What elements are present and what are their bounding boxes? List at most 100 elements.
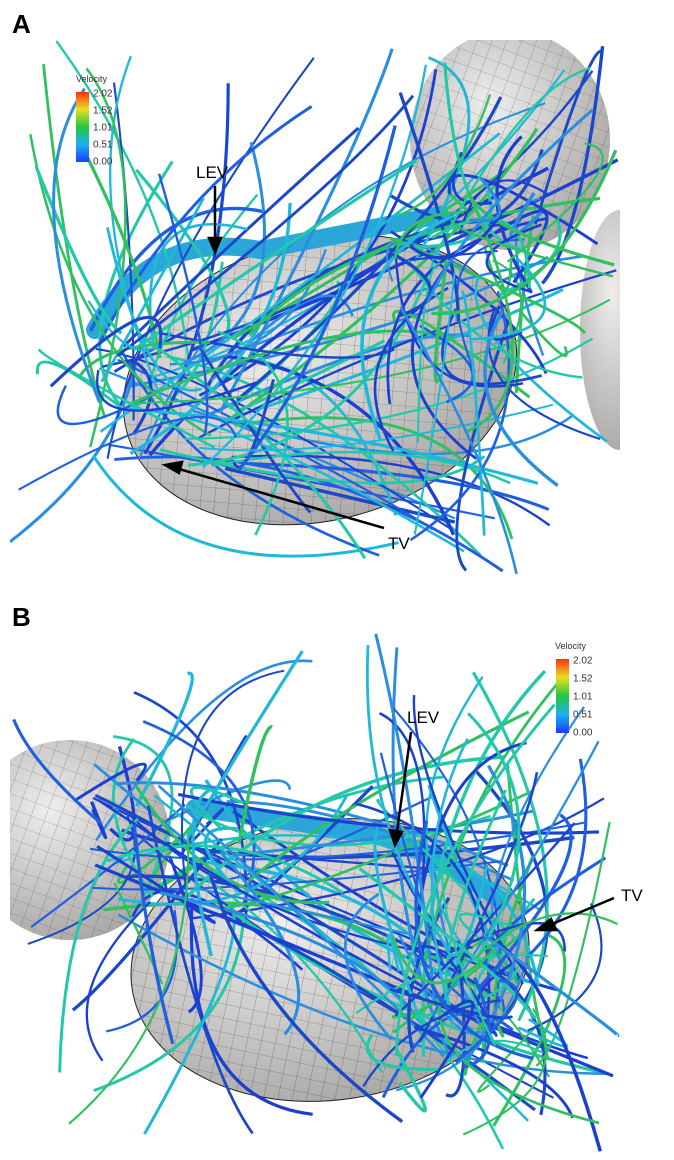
panel-a-image <box>10 40 620 585</box>
streamline <box>488 936 602 1152</box>
streamline <box>96 845 216 925</box>
streamline <box>122 126 360 348</box>
streamline <box>431 149 618 316</box>
streamline <box>12 718 103 825</box>
streamline <box>237 125 397 471</box>
streamline <box>132 824 175 1045</box>
streamline <box>224 127 539 424</box>
streamline <box>474 912 619 959</box>
streamline <box>181 669 285 903</box>
streamline <box>146 805 254 1135</box>
streamline <box>481 932 620 1038</box>
streamline <box>483 310 559 487</box>
streamline <box>490 706 585 976</box>
streamline <box>535 821 611 1067</box>
streamline <box>431 66 591 261</box>
streamline <box>471 671 549 1022</box>
streamline <box>431 217 531 289</box>
streamline <box>134 298 611 405</box>
colorbar-tick: 0.51 <box>573 710 593 721</box>
streamline <box>227 288 564 421</box>
streamline <box>56 385 156 426</box>
colorbar: Velocity 2.02 1.52 1.01 0.51 0.00 <box>555 641 593 739</box>
streamline <box>203 826 239 893</box>
streamline <box>226 800 515 882</box>
streamline <box>180 735 248 856</box>
streamline <box>117 913 607 1075</box>
streamline <box>379 752 449 973</box>
streamline <box>355 953 548 1014</box>
streamline <box>413 273 456 535</box>
streamline <box>454 938 521 987</box>
streamline <box>476 963 513 1001</box>
streamline <box>238 850 433 870</box>
streamline <box>34 165 123 335</box>
colorbar-title: Velocity <box>76 74 108 84</box>
streamline <box>177 792 600 835</box>
streamline <box>185 650 304 839</box>
streamline <box>518 309 568 358</box>
streamline <box>95 659 313 842</box>
streamline <box>87 300 173 352</box>
streamline <box>224 466 456 524</box>
streamline <box>189 898 313 1116</box>
colorbar-title: Velocity <box>555 641 587 651</box>
streamline <box>138 102 546 460</box>
streamline <box>106 227 202 392</box>
annotation: LEV <box>407 708 440 727</box>
streamline <box>469 177 502 223</box>
streamline <box>524 758 588 960</box>
streamline <box>396 94 492 217</box>
streamline <box>478 813 573 989</box>
streamline <box>89 821 586 861</box>
streamline <box>37 348 216 449</box>
streamline <box>426 108 594 303</box>
streamline <box>99 105 313 342</box>
streamline <box>433 262 448 384</box>
colorbar: Velocity 2.02 1.52 1.01 0.51 0.00 <box>76 74 113 168</box>
streamline <box>441 308 543 386</box>
streamline <box>419 999 475 1099</box>
panel-label: B <box>12 602 31 632</box>
streamline <box>237 725 273 844</box>
streamline <box>116 94 415 357</box>
streamline <box>35 360 127 413</box>
streamline <box>143 902 236 1135</box>
streamline <box>93 763 196 850</box>
streamline <box>49 315 163 388</box>
streamline <box>190 786 245 831</box>
colorbar-tick: 1.52 <box>93 106 113 117</box>
streamline <box>117 793 349 906</box>
streamline <box>362 999 501 1088</box>
arrow <box>533 896 615 932</box>
streamline <box>373 826 426 1032</box>
streamline <box>455 320 510 572</box>
annotation: TV <box>388 534 410 553</box>
streamline <box>234 809 536 857</box>
streamline <box>117 358 434 531</box>
colorbar-tick: 2.02 <box>573 656 593 667</box>
streamline <box>445 941 466 1098</box>
panel-b-image <box>10 632 620 1155</box>
streamline <box>506 142 604 263</box>
streamline <box>450 219 614 278</box>
annotation: TV <box>621 886 643 905</box>
streamline <box>392 252 433 318</box>
streamline <box>204 220 459 391</box>
streamline <box>85 900 152 1062</box>
colorbar-tick: 1.01 <box>93 123 113 134</box>
streamline <box>218 48 394 414</box>
streamline <box>467 194 615 267</box>
streamline <box>386 933 400 972</box>
streamline <box>106 57 315 459</box>
streamline <box>100 197 205 383</box>
panel-label: A <box>12 9 31 39</box>
streamline <box>389 987 514 1020</box>
streamline <box>399 307 518 575</box>
streamline <box>183 141 266 364</box>
streamline <box>55 40 190 363</box>
streamline <box>360 213 455 440</box>
streamline <box>454 978 519 1064</box>
streamline <box>487 209 549 284</box>
